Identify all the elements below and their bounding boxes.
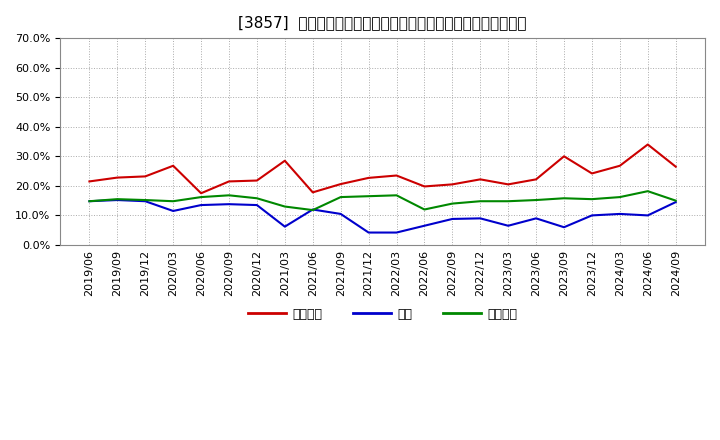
買入債務 [671, 198, 680, 203]
Line: 売上債権: 売上債権 [89, 144, 675, 193]
在庫 [308, 207, 317, 212]
買入債務 [308, 207, 317, 213]
売上債権 [85, 179, 94, 184]
買入債務 [113, 197, 122, 202]
買入債務 [225, 193, 233, 198]
売上債権 [364, 175, 373, 180]
在庫 [616, 211, 624, 216]
売上債権 [532, 177, 541, 182]
買入債務 [169, 198, 178, 204]
買入債務 [559, 196, 568, 201]
Title: [3857]  売上債権、在庫、買入債務の総資産に対する比率の推移: [3857] 売上債権、在庫、買入債務の総資産に対する比率の推移 [238, 15, 527, 30]
売上債権 [588, 171, 596, 176]
買入債務 [141, 198, 150, 203]
売上債権 [336, 181, 345, 187]
在庫 [113, 198, 122, 203]
在庫 [532, 216, 541, 221]
売上債権 [113, 175, 122, 180]
在庫 [281, 224, 289, 229]
在庫 [392, 230, 401, 235]
買入債務 [197, 194, 205, 200]
買入債務 [476, 198, 485, 204]
買入債務 [253, 196, 261, 201]
在庫 [559, 224, 568, 230]
買入債務 [532, 198, 541, 203]
売上債権 [559, 154, 568, 159]
在庫 [364, 230, 373, 235]
買入債務 [364, 194, 373, 199]
Legend: 売上債権, 在庫, 買入債務: 売上債権, 在庫, 買入債務 [243, 303, 522, 326]
買入債務 [504, 198, 513, 204]
買入債務 [336, 194, 345, 200]
売上債権 [476, 177, 485, 182]
買入債務 [420, 207, 428, 212]
売上債権 [225, 179, 233, 184]
売上債権 [616, 163, 624, 169]
在庫 [588, 213, 596, 218]
買入債務 [616, 194, 624, 200]
在庫 [253, 202, 261, 208]
売上債権 [197, 191, 205, 196]
買入債務 [588, 197, 596, 202]
在庫 [644, 213, 652, 218]
在庫 [504, 223, 513, 228]
在庫 [225, 202, 233, 207]
Line: 在庫: 在庫 [89, 200, 675, 233]
売上債権 [392, 173, 401, 178]
買入債務 [281, 204, 289, 209]
売上債権 [448, 182, 456, 187]
売上債権 [671, 164, 680, 169]
在庫 [671, 199, 680, 205]
在庫 [448, 216, 456, 222]
売上債権 [281, 158, 289, 163]
売上債権 [420, 184, 428, 189]
在庫 [85, 198, 94, 204]
売上債権 [253, 178, 261, 183]
売上債権 [504, 182, 513, 187]
売上債権 [308, 190, 317, 195]
買入債務 [392, 193, 401, 198]
買入債務 [85, 198, 94, 204]
在庫 [336, 211, 345, 216]
売上債権 [141, 174, 150, 179]
Line: 買入債務: 買入債務 [89, 191, 675, 210]
在庫 [420, 223, 428, 228]
買入債務 [448, 201, 456, 206]
在庫 [197, 202, 205, 208]
買入債務 [644, 188, 652, 194]
在庫 [169, 208, 178, 213]
売上債権 [169, 163, 178, 169]
在庫 [476, 216, 485, 221]
在庫 [141, 198, 150, 204]
売上債権 [644, 142, 652, 147]
